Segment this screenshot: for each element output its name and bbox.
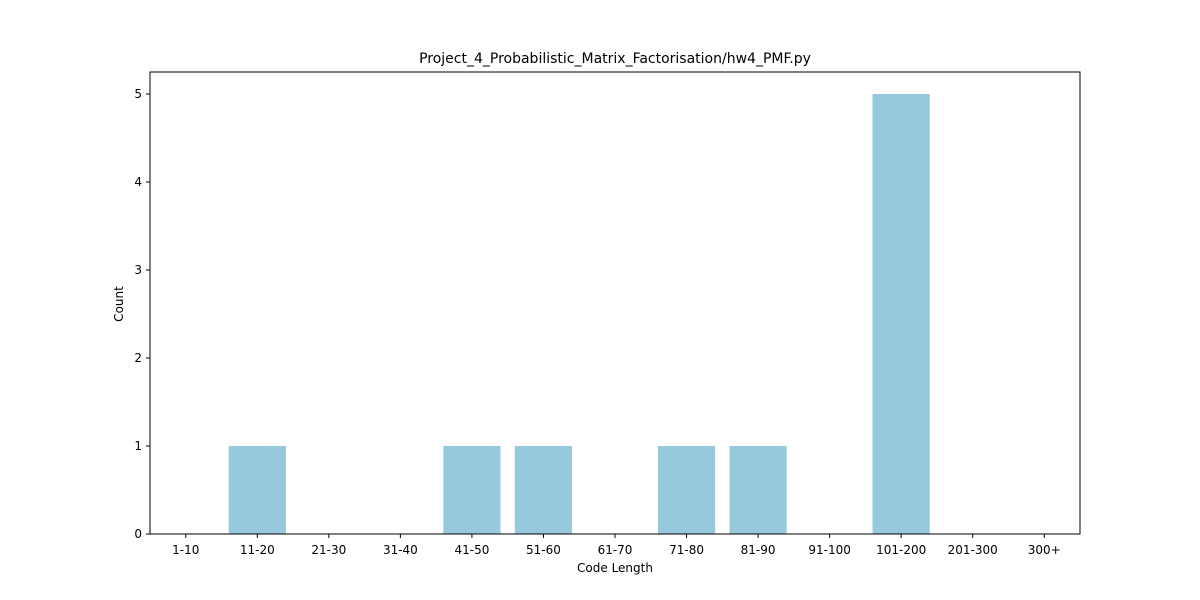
y-tick-label: 3 (134, 263, 142, 277)
bar-41-50 (443, 446, 501, 534)
y-tick-label: 5 (134, 87, 142, 101)
x-tick-label: 71-80 (669, 543, 704, 557)
x-axis-ticks: 1-10 11-20 21-30 31-40 41-50 51-60 61-70 71-80 8… (172, 534, 1061, 557)
x-axis-label: Code Length (577, 561, 653, 575)
bar-11-20 (228, 446, 286, 534)
x-tick-label: 21-30 (311, 543, 346, 557)
y-axis-ticks: 0 1 2 3 4 5 (134, 87, 150, 541)
y-axis-label: Count (112, 286, 126, 322)
y-tick-label: 4 (134, 175, 142, 189)
x-tick-label: 101-200 (876, 543, 926, 557)
chart-title: Project_4_Probabilistic_Matrix_Factorisa… (419, 51, 811, 67)
bar-51-60 (514, 446, 573, 534)
x-tick-label: 201-300 (948, 543, 998, 557)
x-tick-label: 300+ (1028, 543, 1061, 557)
bars-group (228, 94, 930, 534)
y-tick-label: 0 (134, 527, 142, 541)
y-tick-label: 2 (134, 351, 142, 365)
x-tick-label: 61-70 (598, 543, 633, 557)
x-tick-label: 81-90 (741, 543, 776, 557)
y-tick-label: 1 (134, 439, 142, 453)
x-tick-label: 91-100 (808, 543, 851, 557)
x-tick-label: 11-20 (240, 543, 275, 557)
x-tick-label: 51-60 (526, 543, 561, 557)
x-tick-label: 31-40 (383, 543, 418, 557)
x-tick-label: 41-50 (454, 543, 489, 557)
x-tick-label: 1-10 (172, 543, 199, 557)
bar-71-80 (657, 446, 716, 534)
bar-81-90 (729, 446, 787, 534)
plot-frame (149, 71, 1081, 535)
bar-101-200 (872, 94, 930, 534)
